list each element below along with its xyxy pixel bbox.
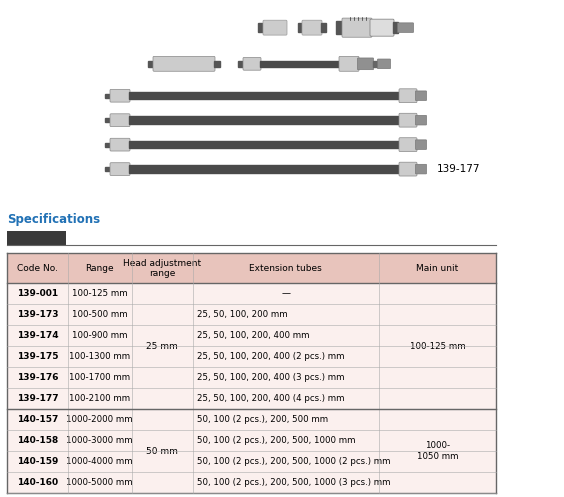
Text: 139-177: 139-177	[437, 164, 481, 174]
Bar	[105, 93, 111, 98]
Text: 50, 100 (2 pcs.), 200, 500 mm: 50, 100 (2 pcs.), 200, 500 mm	[197, 415, 328, 424]
FancyBboxPatch shape	[110, 89, 130, 102]
Text: Code No.: Code No.	[17, 264, 58, 273]
Bar	[298, 23, 303, 32]
Text: Main unit: Main unit	[416, 264, 459, 273]
Bar	[336, 21, 343, 34]
Text: —: —	[281, 289, 290, 298]
FancyBboxPatch shape	[416, 91, 426, 100]
Text: 140-160: 140-160	[17, 478, 58, 487]
Text: 1000-2000 mm: 1000-2000 mm	[67, 415, 133, 424]
Text: 1000-3000 mm: 1000-3000 mm	[67, 436, 133, 445]
Text: 139-176: 139-176	[16, 373, 58, 382]
Text: 1000-4000 mm: 1000-4000 mm	[67, 457, 133, 466]
Text: 25, 50, 100, 200, 400 (3 pcs.) mm: 25, 50, 100, 200, 400 (3 pcs.) mm	[197, 373, 345, 382]
FancyBboxPatch shape	[263, 20, 287, 35]
FancyBboxPatch shape	[399, 162, 417, 176]
FancyBboxPatch shape	[416, 140, 426, 150]
FancyBboxPatch shape	[399, 138, 417, 152]
FancyBboxPatch shape	[377, 59, 390, 69]
FancyBboxPatch shape	[110, 138, 130, 151]
Bar	[105, 143, 111, 147]
FancyBboxPatch shape	[416, 115, 426, 125]
Text: 25, 50, 100, 200, 400 (4 pcs.) mm: 25, 50, 100, 200, 400 (4 pcs.) mm	[197, 394, 345, 403]
Text: 139-174: 139-174	[16, 331, 58, 340]
Bar	[393, 22, 398, 33]
Text: 25, 50, 100, 200 mm: 25, 50, 100, 200 mm	[197, 310, 288, 319]
Text: 100-500 mm: 100-500 mm	[72, 310, 127, 319]
FancyBboxPatch shape	[243, 58, 261, 70]
FancyBboxPatch shape	[398, 23, 413, 32]
Text: 139-177: 139-177	[16, 394, 58, 403]
Text: 140-158: 140-158	[17, 436, 58, 445]
FancyBboxPatch shape	[302, 20, 322, 35]
Text: 50, 100 (2 pcs.), 200, 500, 1000 mm: 50, 100 (2 pcs.), 200, 500, 1000 mm	[197, 436, 356, 445]
Bar	[105, 118, 111, 122]
Bar	[238, 61, 244, 67]
Text: 140-159: 140-159	[17, 457, 58, 466]
Bar	[258, 23, 264, 32]
Text: 100-1300 mm: 100-1300 mm	[69, 352, 130, 361]
FancyBboxPatch shape	[110, 163, 130, 175]
Bar	[321, 23, 326, 32]
Text: 100-125 mm: 100-125 mm	[72, 289, 127, 298]
Text: 25 mm: 25 mm	[146, 342, 178, 351]
Text: 139-175: 139-175	[16, 352, 58, 361]
Text: 140-157: 140-157	[17, 415, 58, 424]
Text: Head adjustment
range: Head adjustment range	[123, 258, 201, 278]
FancyBboxPatch shape	[342, 18, 372, 37]
FancyBboxPatch shape	[399, 113, 417, 127]
Text: Range: Range	[86, 264, 114, 273]
FancyBboxPatch shape	[358, 58, 373, 70]
Text: 100-125 mm: 100-125 mm	[410, 342, 465, 351]
Bar	[105, 167, 111, 171]
Text: 100-1700 mm: 100-1700 mm	[69, 373, 130, 382]
Bar	[260, 61, 340, 67]
Bar	[129, 166, 400, 173]
FancyBboxPatch shape	[399, 89, 417, 103]
Text: 50, 100 (2 pcs.), 200, 500, 1000 (2 pcs.) mm: 50, 100 (2 pcs.), 200, 500, 1000 (2 pcs.…	[197, 457, 391, 466]
Text: 50, 100 (2 pcs.), 200, 500, 1000 (3 pcs.) mm: 50, 100 (2 pcs.), 200, 500, 1000 (3 pcs.…	[197, 478, 391, 487]
FancyBboxPatch shape	[110, 114, 130, 127]
Text: 139-001: 139-001	[17, 289, 58, 298]
FancyBboxPatch shape	[370, 19, 394, 36]
Bar	[148, 61, 154, 67]
Text: Specifications: Specifications	[7, 213, 100, 226]
Bar	[129, 116, 400, 124]
Text: 1000-5000 mm: 1000-5000 mm	[67, 478, 133, 487]
FancyBboxPatch shape	[339, 56, 359, 71]
Text: Metric: Metric	[19, 233, 54, 243]
Text: 50 mm: 50 mm	[146, 447, 178, 456]
Text: 1000-
1050 mm: 1000- 1050 mm	[417, 441, 459, 461]
Bar	[129, 92, 400, 99]
Text: 100-2100 mm: 100-2100 mm	[69, 394, 130, 403]
Text: Extension tubes: Extension tubes	[249, 264, 322, 273]
Text: 100-900 mm: 100-900 mm	[72, 331, 127, 340]
Bar	[129, 141, 400, 149]
Text: 25, 50, 100, 200, 400 (2 pcs.) mm: 25, 50, 100, 200, 400 (2 pcs.) mm	[197, 352, 345, 361]
FancyBboxPatch shape	[153, 56, 215, 71]
Bar	[373, 61, 378, 67]
FancyBboxPatch shape	[416, 165, 426, 174]
Text: 139-173: 139-173	[16, 310, 58, 319]
Text: 25, 50, 100, 200, 400 mm: 25, 50, 100, 200, 400 mm	[197, 331, 310, 340]
Bar	[214, 61, 220, 67]
